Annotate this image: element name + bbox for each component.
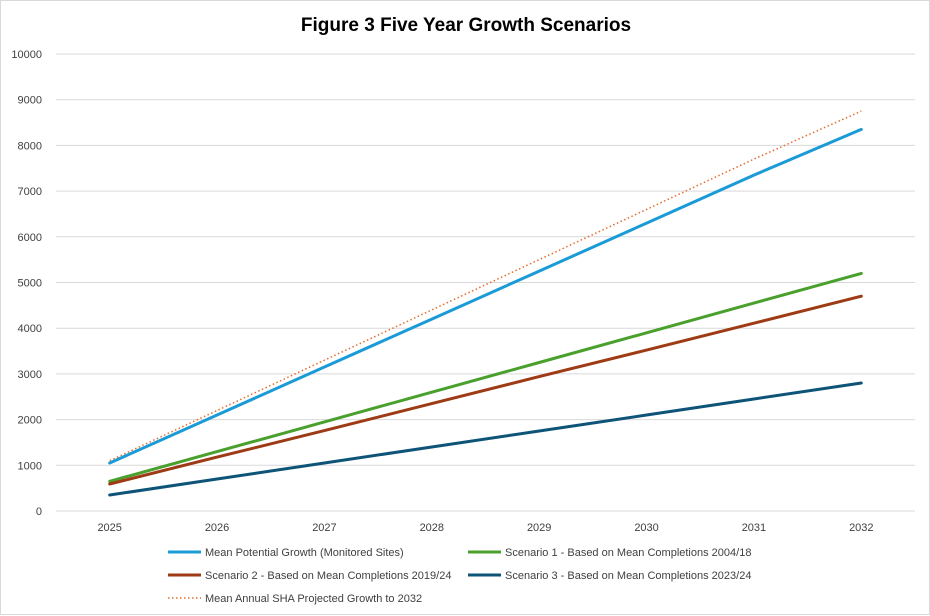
y-tick-label: 5000 [18,278,42,290]
y-tick-label: 8000 [18,140,42,152]
x-tick-label: 2027 [312,522,336,534]
x-tick-label: 2029 [527,522,551,534]
y-tick-label: 3000 [18,369,42,381]
y-tick-label: 2000 [18,415,42,427]
series-line-5 [109,110,862,462]
legend-label-4: Scenario 3 - Based on Mean Completions 2… [505,570,751,582]
x-tick-label: 2026 [205,522,229,534]
series-line-4 [108,381,863,497]
y-tick-label: 7000 [18,186,42,198]
y-tick-label: 10000 [11,49,42,61]
y-tick-label: 0 [36,506,42,518]
x-tick-label: 2032 [849,522,873,534]
x-tick-label: 2030 [634,522,658,534]
legend-label-5: Mean Annual SHA Projected Growth to 2032 [205,593,422,605]
chart-title: Figure 3 Five Year Growth Scenarios [301,15,631,36]
series-line-3 [108,294,863,486]
y-tick-label: 6000 [18,232,42,244]
series-line-1 [108,127,863,465]
y-tick-label: 4000 [18,323,42,335]
legend-label-3: Scenario 2 - Based on Mean Completions 2… [205,570,451,582]
series-line-2 [108,271,863,483]
legend-label-2: Scenario 1 - Based on Mean Completions 2… [505,547,751,559]
x-tick-label: 2031 [742,522,766,534]
legend-label-1: Mean Potential Growth (Monitored Sites) [205,547,404,559]
series-lines [108,110,863,497]
y-tick-label: 1000 [18,460,42,472]
y-tick-label: 9000 [18,95,42,107]
x-tick-label: 2025 [97,522,121,534]
x-tick-label: 2028 [420,522,444,534]
gridlines [56,53,915,512]
x-axis-tick-labels: 2025 2026 2027 2028 2029 2030 2031 2032 [97,522,873,534]
legend: Mean Potential Growth (Monitored Sites) S… [168,547,751,605]
y-axis-tick-labels: 0 1000 2000 3000 4000 5000 6000 7000 8000 9000 100… [11,49,42,518]
